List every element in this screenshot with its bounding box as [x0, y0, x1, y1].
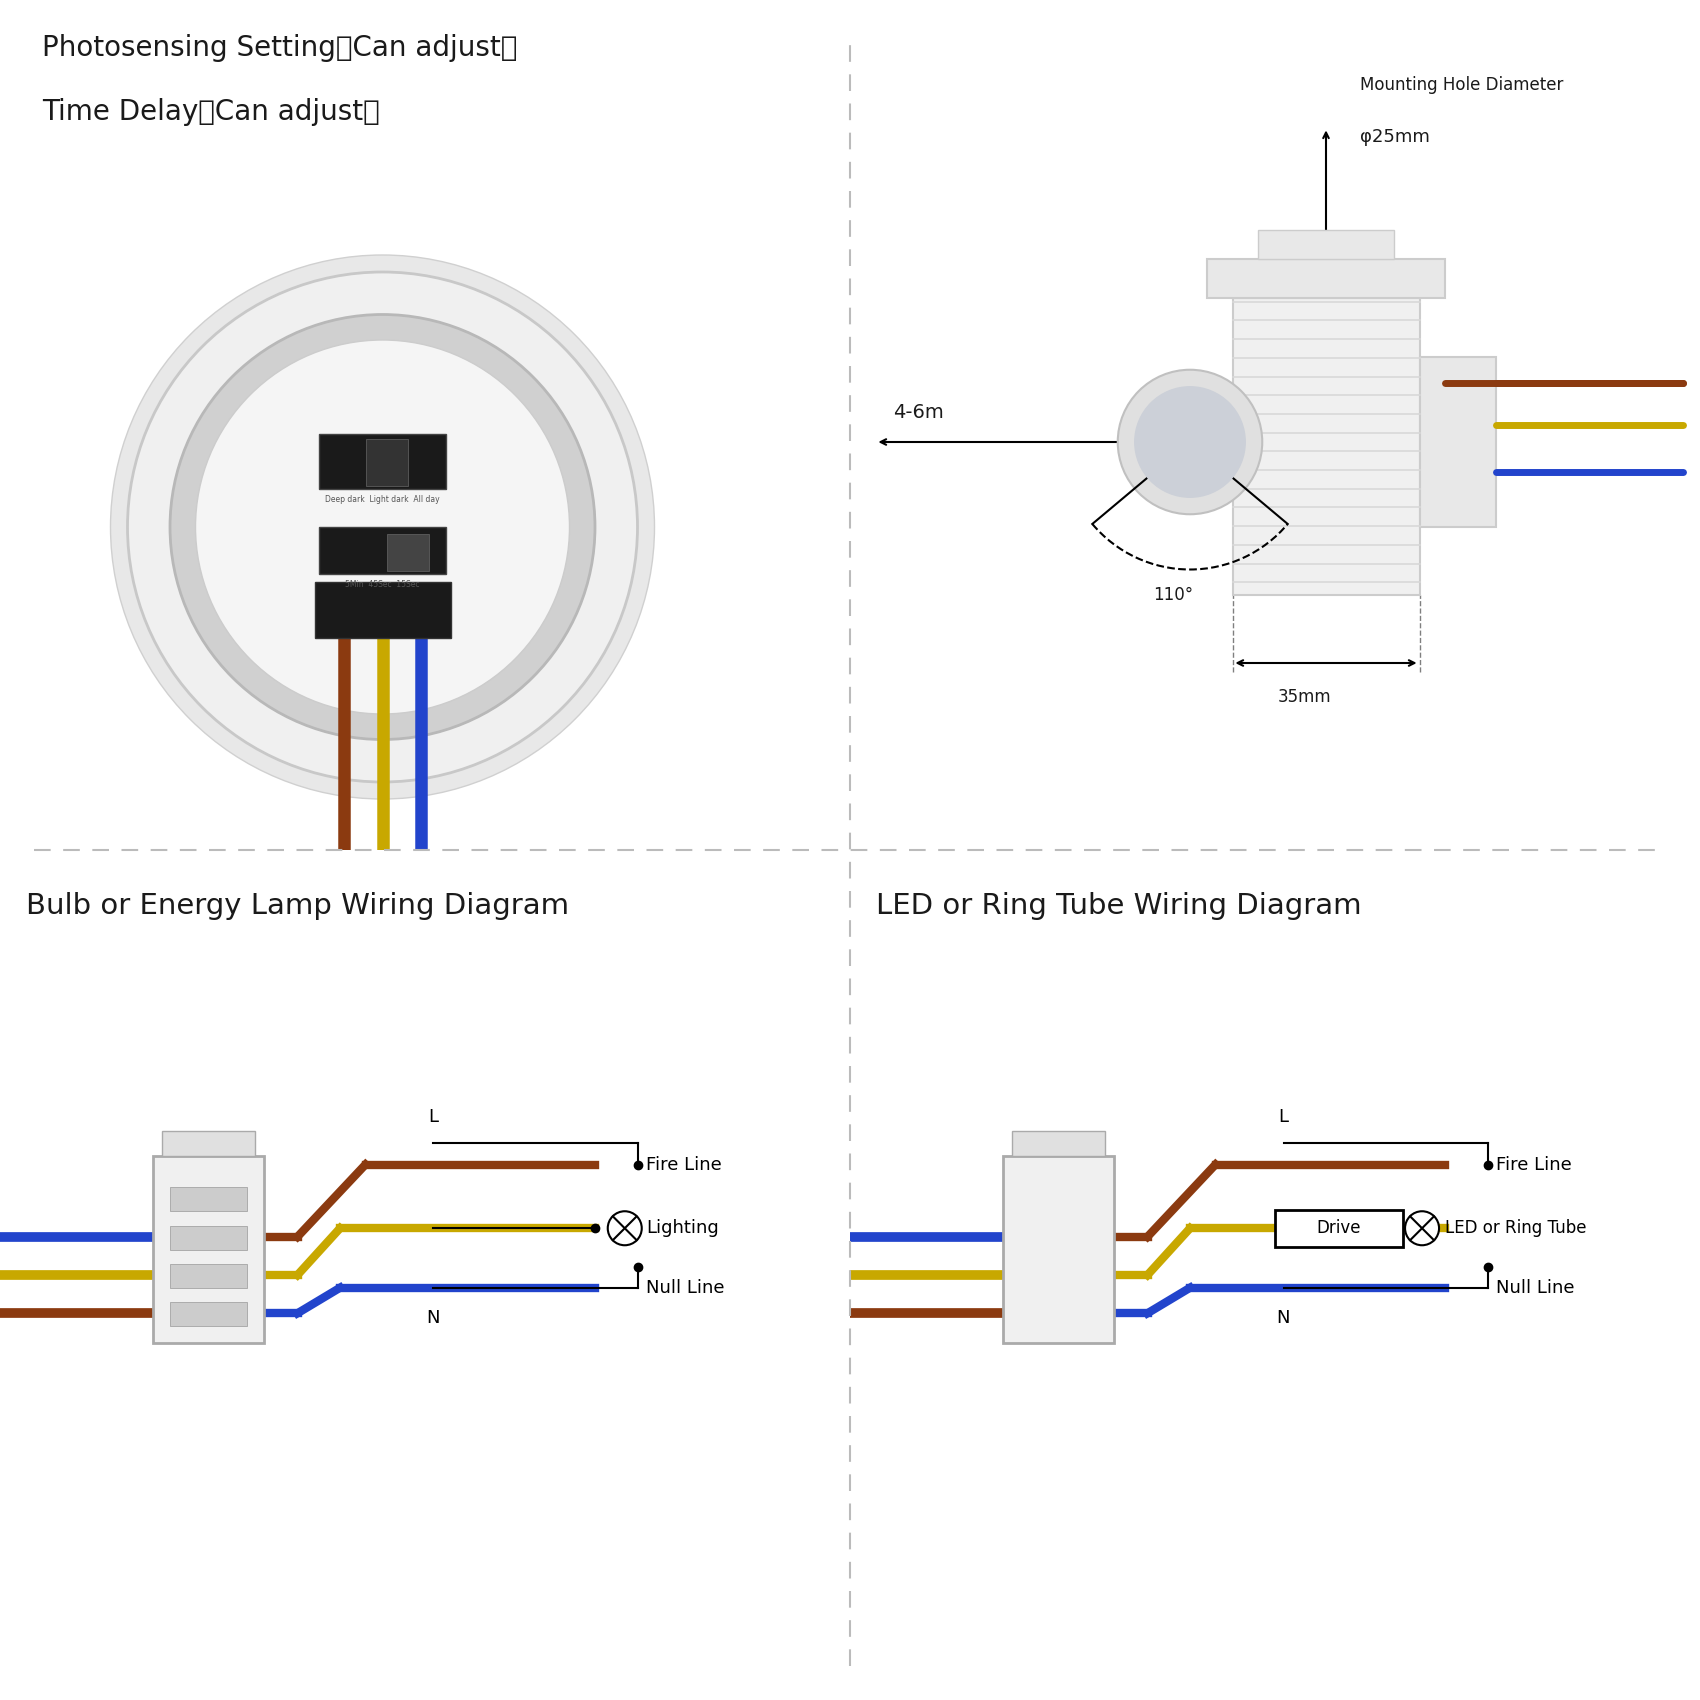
Text: N: N: [1277, 1309, 1290, 1328]
Bar: [153, 1156, 264, 1343]
Circle shape: [1136, 388, 1244, 498]
Bar: [1232, 298, 1420, 595]
Bar: [386, 534, 428, 571]
Bar: [1420, 357, 1496, 527]
Bar: [314, 581, 450, 638]
Text: Mounting Hole Diameter: Mounting Hole Diameter: [1360, 76, 1564, 95]
Circle shape: [128, 272, 638, 782]
Circle shape: [110, 255, 654, 799]
Circle shape: [1119, 371, 1261, 515]
Circle shape: [1404, 1210, 1438, 1244]
Text: 110°: 110°: [1153, 586, 1193, 605]
Bar: [318, 527, 445, 575]
Text: 4-6m: 4-6m: [892, 403, 944, 422]
Text: Bulb or Energy Lamp Wiring Diagram: Bulb or Energy Lamp Wiring Diagram: [26, 892, 568, 920]
Bar: [170, 1302, 246, 1326]
Text: Null Line: Null Line: [1496, 1278, 1574, 1297]
Text: N: N: [427, 1309, 440, 1328]
Text: φ25mm: φ25mm: [1360, 128, 1430, 146]
Circle shape: [609, 1210, 641, 1244]
Bar: [318, 434, 445, 490]
Bar: [170, 1226, 246, 1250]
Circle shape: [170, 314, 595, 740]
Bar: [1012, 1130, 1105, 1156]
Bar: [1003, 1156, 1114, 1343]
Text: Fire Line: Fire Line: [1496, 1156, 1572, 1173]
Text: Photosensing Setting（Can adjust）: Photosensing Setting（Can adjust）: [42, 34, 518, 61]
Text: Lighting: Lighting: [646, 1219, 719, 1238]
Text: LED or Ring Tube Wiring Diagram: LED or Ring Tube Wiring Diagram: [876, 892, 1362, 920]
Bar: [366, 440, 408, 486]
Text: L: L: [1278, 1108, 1289, 1127]
Text: Null Line: Null Line: [646, 1278, 724, 1297]
Text: 35mm: 35mm: [1278, 688, 1331, 707]
Text: L: L: [428, 1108, 439, 1127]
Text: 5Min  45Sec  15Sec: 5Min 45Sec 15Sec: [345, 580, 420, 588]
Bar: [170, 1187, 246, 1210]
Text: Deep dark  Light dark  All day: Deep dark Light dark All day: [325, 495, 440, 503]
Bar: [1258, 230, 1394, 260]
Bar: [1275, 1210, 1402, 1248]
Bar: [1207, 260, 1445, 298]
Text: Fire Line: Fire Line: [646, 1156, 722, 1173]
Text: Time Delay（Can adjust）: Time Delay（Can adjust）: [42, 99, 381, 126]
Bar: [162, 1130, 255, 1156]
Text: Drive: Drive: [1316, 1219, 1362, 1238]
Bar: [170, 1265, 246, 1289]
Text: LED or Ring Tube: LED or Ring Tube: [1445, 1219, 1586, 1238]
Circle shape: [196, 340, 570, 714]
